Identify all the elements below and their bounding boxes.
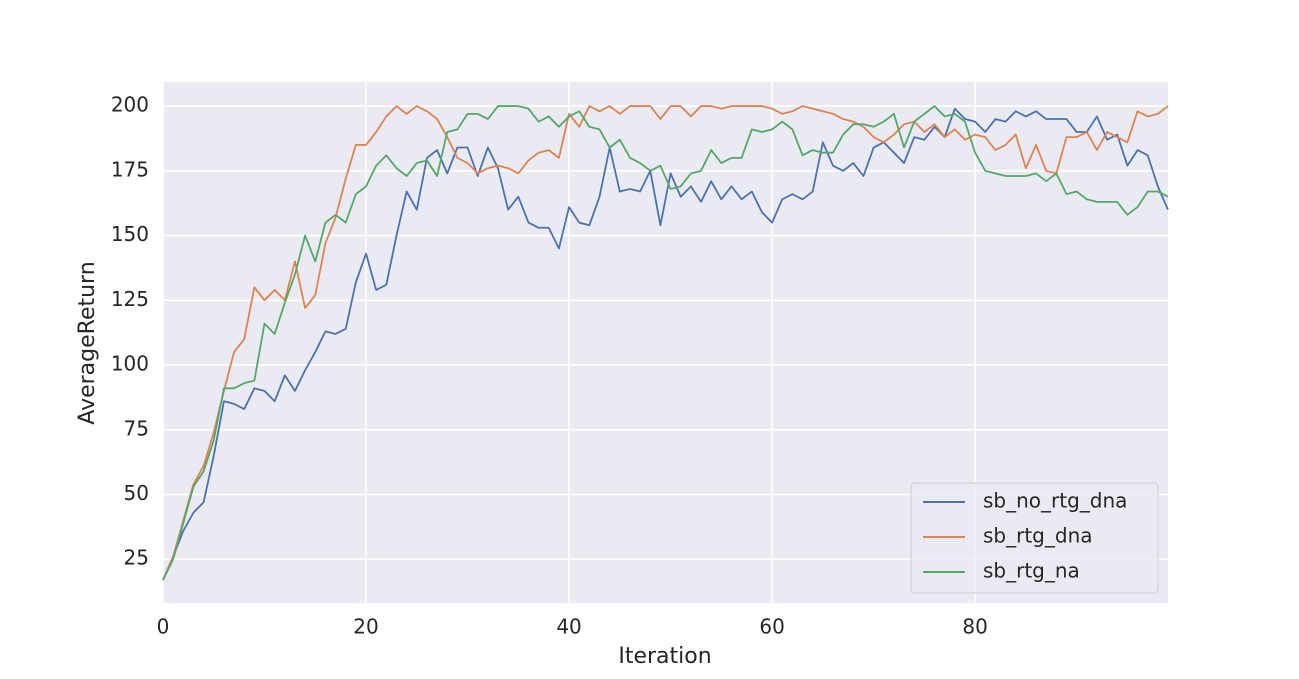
y-tick-label: 100: [111, 352, 149, 376]
legend-label: sb_rtg_na: [983, 559, 1080, 583]
y-tick-label: 50: [124, 481, 149, 505]
x-tick-label: 60: [759, 615, 784, 639]
legend-label: sb_rtg_dna: [983, 524, 1093, 548]
x-tick-label: 20: [353, 615, 378, 639]
y-tick-label: 200: [111, 93, 149, 117]
y-tick-label: 150: [111, 222, 149, 246]
legend-label: sb_no_rtg_dna: [983, 489, 1127, 513]
y-tick-label: 175: [111, 157, 149, 181]
x-tick-label: 40: [556, 615, 581, 639]
y-tick-label: 25: [124, 546, 149, 570]
x-tick-label: 80: [962, 615, 987, 639]
series-line: [162, 105, 1169, 581]
series-line: [162, 105, 1169, 581]
y-tick-label: 75: [124, 416, 149, 440]
x-tick-label: 0: [157, 615, 170, 639]
y-tick-label: 125: [111, 287, 149, 311]
y-axis-label: AverageReturn: [75, 261, 100, 424]
series-line: [162, 107, 1169, 581]
legend-box: [910, 482, 1159, 594]
x-axis-label: Iteration: [618, 644, 711, 669]
